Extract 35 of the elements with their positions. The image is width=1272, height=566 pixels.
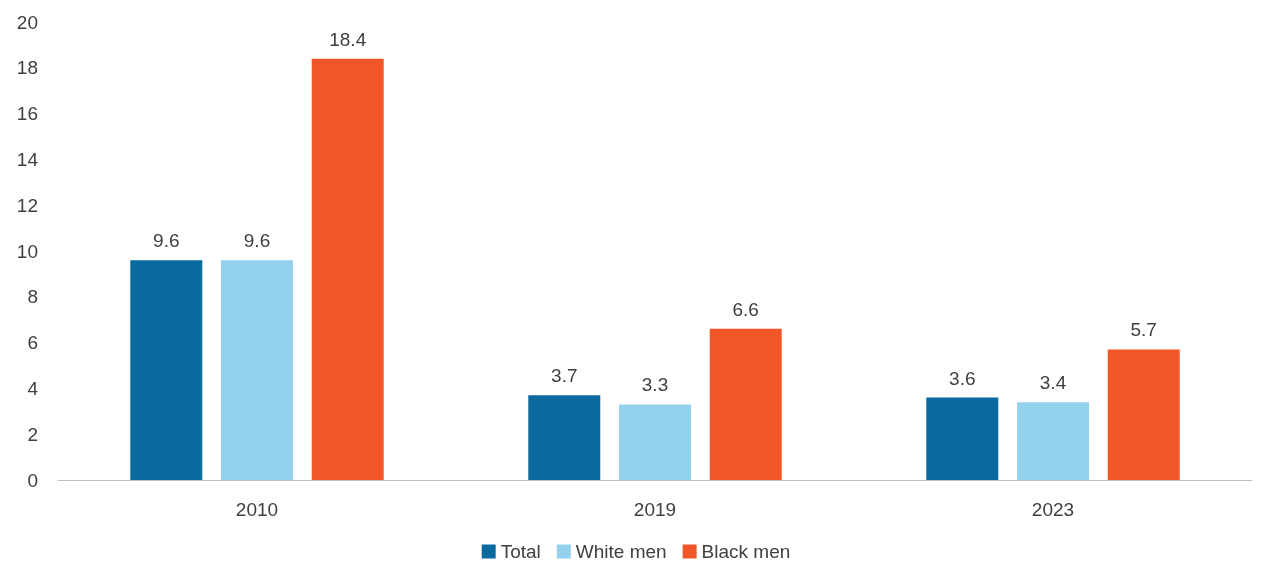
bar <box>1107 349 1180 480</box>
x-tick-label: 2019 <box>633 499 677 520</box>
data-label: 6.6 <box>732 298 759 320</box>
bar <box>709 328 782 480</box>
y-tick-label: 16 <box>16 103 38 125</box>
bar <box>1017 402 1089 480</box>
y-tick-label: 6 <box>27 332 38 354</box>
x-tick-label: 2010 <box>235 499 279 520</box>
data-label: 5.7 <box>1130 319 1157 341</box>
y-tick-label: 14 <box>16 148 39 170</box>
bar <box>311 58 384 480</box>
legend-label: Total <box>500 541 541 562</box>
data-label: 9.6 <box>153 230 180 252</box>
data-label: 3.6 <box>949 367 976 389</box>
data-label: 9.6 <box>243 230 271 252</box>
legend-label: White men <box>575 541 667 562</box>
y-tick-label: 2 <box>27 423 38 445</box>
x-tick-label: 2023 <box>1031 499 1075 520</box>
data-label: 18.4 <box>329 28 367 50</box>
y-tick-label: 20 <box>16 11 38 33</box>
bar <box>619 404 691 480</box>
y-tick-label: 4 <box>27 377 39 399</box>
data-label: 3.4 <box>1039 372 1067 394</box>
y-tick-label: 10 <box>16 240 38 262</box>
y-tick-label: 8 <box>27 286 38 308</box>
bar <box>528 395 601 480</box>
bar <box>130 260 203 480</box>
bar <box>926 397 999 480</box>
data-label: 3.3 <box>641 374 669 396</box>
y-tick-label: 12 <box>16 194 38 216</box>
legend-label: Black men <box>701 541 791 562</box>
y-tick-label: 18 <box>16 57 38 79</box>
y-tick-label: 0 <box>27 469 38 491</box>
data-label: 3.7 <box>551 365 578 387</box>
bar <box>221 260 293 480</box>
